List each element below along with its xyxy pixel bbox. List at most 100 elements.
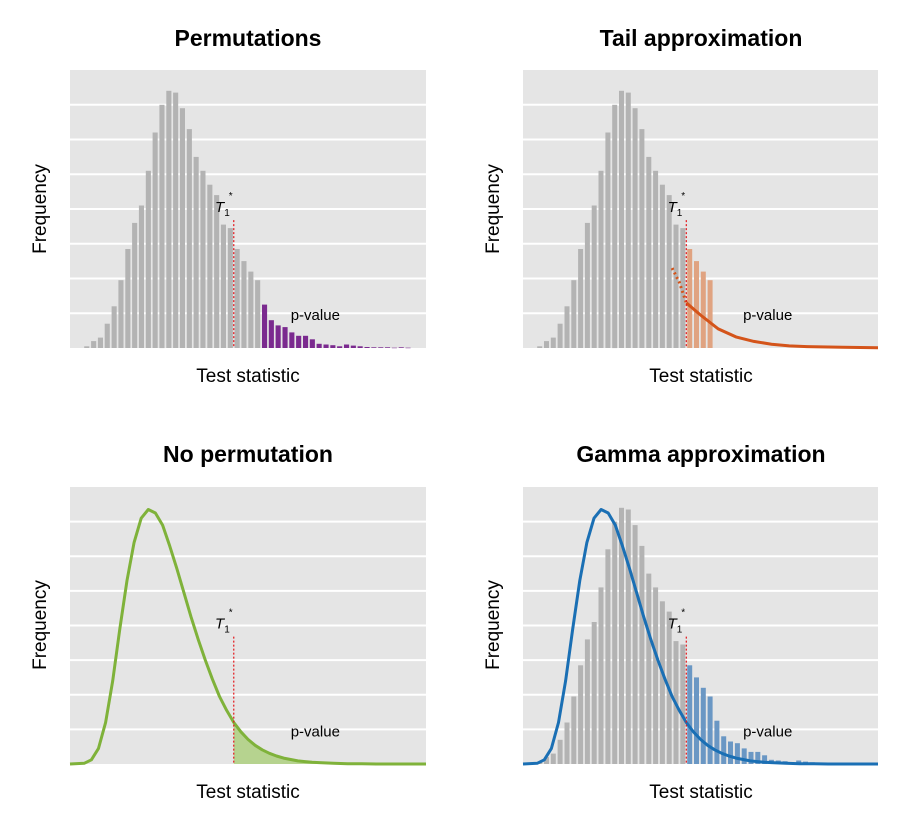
histogram-bar — [625, 509, 631, 764]
histogram-bar — [104, 323, 110, 348]
histogram-bar — [296, 335, 302, 348]
histogram-bar — [605, 549, 611, 764]
histogram-bar — [646, 573, 652, 764]
panel-title: No permutation — [163, 441, 333, 467]
histogram-bar — [330, 345, 336, 348]
p-value-label: p-value — [743, 723, 792, 740]
histogram-bar — [591, 205, 597, 348]
histogram-bar — [707, 280, 713, 348]
p-value-label: p-value — [291, 723, 340, 740]
histogram-bar — [612, 104, 618, 349]
histogram-bar — [152, 132, 158, 348]
histogram-bar — [405, 347, 411, 349]
histogram-bar — [138, 205, 144, 348]
histogram-bar — [571, 280, 577, 348]
histogram-bar — [748, 751, 754, 764]
histogram-bar — [227, 228, 233, 348]
histogram-bar — [200, 170, 206, 348]
histogram-bar — [605, 132, 611, 348]
histogram-bar — [571, 696, 577, 764]
histogram-bar — [762, 755, 768, 764]
histogram-bar — [118, 280, 124, 348]
histogram-bar — [598, 170, 604, 348]
histogram-bar — [248, 271, 254, 348]
histogram-bar — [391, 347, 397, 349]
histogram-bar — [625, 92, 631, 348]
histogram-bar — [309, 339, 315, 348]
histogram-bar — [694, 261, 699, 348]
panel-tail-approximation: T1* p-value Tail approximation Test statist… — [483, 25, 879, 387]
y-axis-label: Frequency — [483, 164, 504, 254]
histogram-bar — [544, 757, 549, 764]
histogram-bar — [755, 751, 761, 764]
histogram-bar — [371, 347, 377, 348]
histogram-bar — [728, 741, 733, 764]
histogram-bar — [179, 108, 185, 348]
histogram-bar — [303, 335, 309, 348]
histogram-bar — [639, 129, 645, 348]
histogram-bar — [714, 720, 720, 764]
histogram-bar — [159, 104, 165, 349]
x-axis-label: Test statistic — [196, 366, 299, 387]
histogram-bar — [584, 222, 590, 348]
y-axis-label: Frequency — [30, 580, 51, 670]
histogram-bar — [364, 347, 370, 348]
histogram-bar — [550, 337, 556, 348]
histogram-bar — [173, 92, 179, 348]
histogram-bar — [357, 346, 363, 348]
threshold-label: T1 — [668, 616, 683, 636]
histogram-bar — [694, 677, 699, 764]
histogram-bar — [653, 170, 659, 348]
histogram-bar — [700, 271, 706, 348]
histogram-bar — [550, 753, 556, 764]
threshold-label: T1 — [215, 199, 230, 219]
x-axis-label: Test statistic — [196, 782, 299, 803]
histogram-bar — [268, 320, 274, 348]
histogram-bar — [741, 748, 747, 764]
histogram-bar — [537, 346, 543, 348]
histogram-bar — [612, 521, 618, 764]
histogram-bar — [337, 346, 343, 348]
histogram-bar — [166, 90, 172, 349]
panel-permutations: T1* p-value Permutations Test statistic Freq… — [30, 25, 426, 387]
histogram-bar — [564, 306, 570, 348]
histogram-bar — [700, 687, 706, 764]
x-axis-label: Test statistic — [649, 366, 752, 387]
histogram-bar — [653, 587, 659, 764]
histogram-bar — [84, 346, 90, 348]
histogram-bar — [584, 639, 590, 764]
histogram-bar — [97, 337, 103, 348]
tail-fit-curve — [685, 301, 879, 350]
histogram-bar — [378, 347, 384, 348]
histogram-bar — [632, 525, 638, 764]
threshold-superscript: * — [229, 191, 233, 202]
histogram-bar — [564, 722, 570, 764]
histogram-bar — [687, 249, 693, 348]
p-value-area — [233, 722, 426, 764]
histogram-bar — [214, 195, 220, 348]
histogram-bar — [659, 184, 665, 348]
histogram-bar — [632, 108, 638, 348]
histogram-bar — [234, 249, 240, 348]
histogram-bar — [598, 587, 604, 764]
y-axis-label: Frequency — [483, 580, 504, 670]
histogram-bar — [275, 325, 281, 348]
histogram-bar — [125, 249, 131, 348]
histogram-bar — [619, 90, 624, 349]
histogram-bar — [132, 222, 138, 348]
histogram-bar — [646, 156, 652, 348]
panel-title: Permutations — [175, 25, 322, 51]
histogram-bar — [619, 507, 624, 764]
histogram-bar — [241, 261, 247, 348]
histogram-bar — [398, 347, 404, 348]
histogram-bar — [323, 344, 329, 348]
histogram-bar — [289, 332, 295, 348]
histogram-bar — [255, 280, 261, 348]
histogram-bar — [193, 156, 199, 348]
histogram-bar — [659, 601, 665, 764]
threshold-label: T1 — [215, 616, 230, 636]
histogram-bar — [186, 129, 192, 348]
density-curve — [69, 508, 426, 766]
y-axis-label: Frequency — [30, 164, 51, 254]
